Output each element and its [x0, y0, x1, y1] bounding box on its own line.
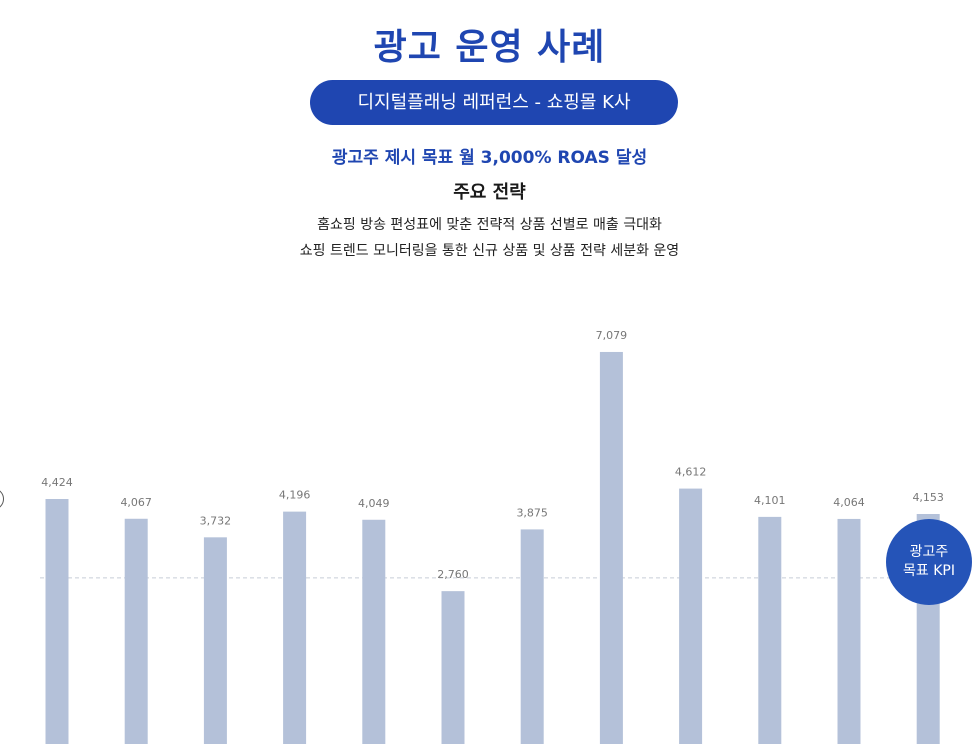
bar-10	[758, 516, 782, 744]
bar-value-label-5: 4,049	[358, 497, 390, 510]
strategy-heading: 주요 전략	[453, 182, 526, 203]
bar-1	[45, 498, 69, 744]
bar-11	[837, 518, 861, 744]
bar-4	[283, 511, 307, 744]
bar-8	[599, 351, 623, 744]
kpi-badge: 광고주 목표 KPI	[886, 519, 972, 605]
bar-value-label-4: 4,196	[279, 489, 311, 502]
bar-value-label-7: 3,875	[516, 506, 548, 519]
reference-badge: 디지털플래닝 레퍼런스 - 쇼핑몰 K사	[310, 80, 678, 125]
strategy-line-1: 홈쇼핑 방송 편성표에 맞춘 전략적 상품 선별로 매출 극대화	[317, 217, 662, 233]
bar-value-label-8: 7,079	[596, 329, 628, 342]
kpi-line-2: 목표 KPI	[903, 563, 955, 579]
kpi-line-1: 광고주	[909, 544, 949, 560]
bar-value-label-2: 4,067	[120, 496, 152, 509]
strategy-line-2: 쇼핑 트렌드 모니터링을 통한 신규 상품 및 상품 전략 세분화 운영	[299, 243, 680, 259]
bar-value-label-1: 4,424	[41, 476, 73, 489]
bar-value-label-12: 4,153	[912, 491, 944, 504]
page-title: 광고 운영 사례	[373, 27, 606, 68]
bar-value-label-10: 4,101	[754, 494, 786, 507]
bar-value-label-3: 3,732	[200, 514, 232, 527]
goal-text: 광고주 제시 목표 월 3,000% ROAS 달성	[331, 148, 648, 168]
bar-value-label-9: 4,612	[675, 466, 707, 479]
bar-2	[124, 518, 148, 744]
bar-9	[679, 488, 703, 744]
bar-6	[441, 591, 465, 744]
bar-value-label-11: 4,064	[833, 496, 865, 509]
bar-value-label-6: 2,760	[437, 568, 469, 581]
bar-5	[362, 519, 386, 744]
bar-7	[520, 529, 544, 744]
bar-3	[203, 537, 227, 744]
